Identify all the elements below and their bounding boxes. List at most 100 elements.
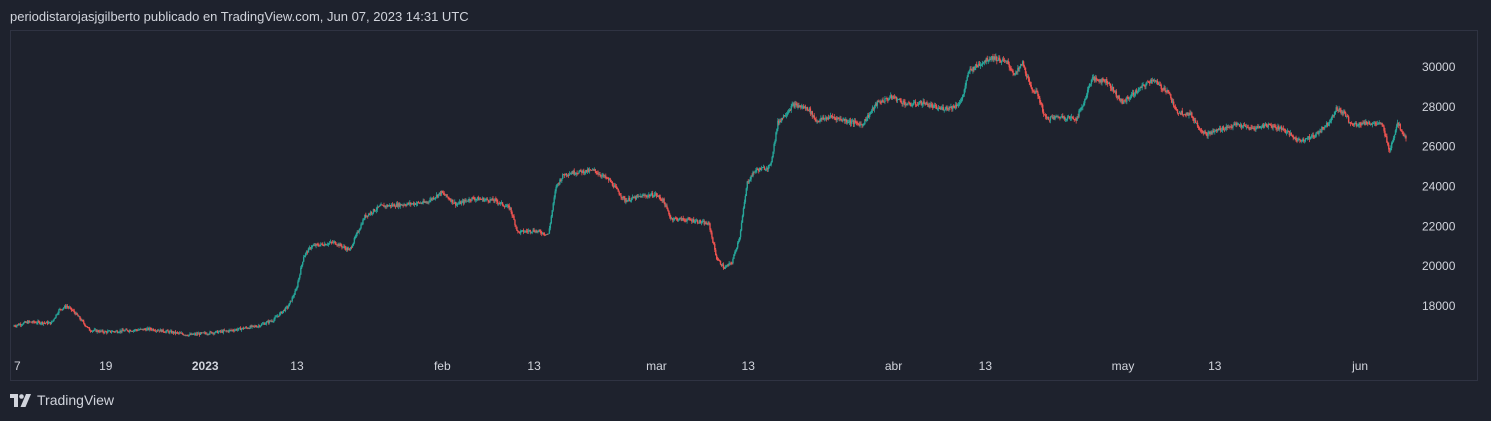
candle-body xyxy=(509,207,511,210)
candle-body xyxy=(667,208,669,211)
candle-body xyxy=(318,245,320,247)
candle-body xyxy=(739,230,742,238)
candle-body xyxy=(160,329,162,332)
candle-body xyxy=(767,165,770,170)
candle-body xyxy=(829,115,832,118)
candle-body xyxy=(1387,142,1389,145)
candle-body xyxy=(278,315,280,317)
candle-body xyxy=(627,200,629,202)
candle-body xyxy=(717,260,720,261)
candle-body xyxy=(312,245,314,247)
candle-body xyxy=(482,198,485,202)
candle-body xyxy=(25,321,28,323)
candle-body xyxy=(1132,92,1135,96)
candle-body xyxy=(600,175,602,177)
candle-body xyxy=(940,107,943,110)
candle-body xyxy=(1311,135,1314,137)
candle-body xyxy=(1366,121,1368,124)
candle-body xyxy=(89,330,92,332)
candle-body xyxy=(1037,92,1039,97)
candle-body xyxy=(1125,100,1127,102)
candle-body xyxy=(1194,120,1196,122)
candle-body xyxy=(238,327,241,329)
candle-body xyxy=(922,101,924,105)
candle-body xyxy=(748,181,750,183)
candle-body xyxy=(376,206,378,210)
candlestick-chart[interactable]: 18000 20000 22000 24000 26000 28000 30000 7 19 20… xyxy=(10,30,1478,381)
candle-body xyxy=(725,266,727,267)
candle-body xyxy=(337,243,339,246)
candle-body xyxy=(446,194,448,197)
candle-body xyxy=(1176,109,1179,114)
candle-body xyxy=(128,331,130,332)
candle-body xyxy=(647,195,649,197)
candle-body xyxy=(871,107,874,111)
candle-body xyxy=(775,132,777,142)
candle-body xyxy=(836,117,838,121)
candle-body xyxy=(1063,116,1065,119)
candle-body xyxy=(964,85,966,90)
candle-body xyxy=(1096,79,1098,81)
candle-body xyxy=(1272,125,1274,128)
candle-body xyxy=(497,201,499,204)
candle-body xyxy=(783,115,786,117)
candle-body xyxy=(507,205,509,207)
candle-body xyxy=(21,324,24,326)
candle-body xyxy=(750,175,752,180)
candle-body xyxy=(945,106,947,110)
candle-body xyxy=(233,330,235,332)
candle-body xyxy=(447,196,449,198)
candle-body xyxy=(535,230,537,233)
candle-body xyxy=(314,244,316,247)
candle-body xyxy=(641,195,643,198)
candle-body xyxy=(448,197,450,200)
candle-body xyxy=(1108,83,1111,84)
candle-body xyxy=(28,320,30,322)
candle-body xyxy=(24,321,27,323)
candle-body xyxy=(889,95,892,98)
candle-body xyxy=(1086,89,1089,95)
candle-body xyxy=(930,104,932,107)
candle-body xyxy=(345,247,347,250)
candle-body xyxy=(377,206,379,208)
candle-body xyxy=(91,330,94,332)
candle-body xyxy=(806,107,809,111)
candle-body xyxy=(161,329,163,332)
candle-body xyxy=(1034,92,1036,94)
candle-body xyxy=(1390,148,1392,151)
candle-body xyxy=(474,198,476,201)
candle-body xyxy=(383,205,385,208)
candle-body xyxy=(97,330,99,332)
candle-body xyxy=(199,332,202,335)
candle-body xyxy=(968,71,970,74)
candle-body xyxy=(192,333,194,335)
candle-body xyxy=(1339,108,1341,110)
candle-body xyxy=(720,264,723,267)
candle-body xyxy=(113,331,116,333)
candle-body xyxy=(1018,68,1020,69)
candle-body xyxy=(78,316,80,318)
candle-body xyxy=(1365,121,1367,125)
candle-body xyxy=(506,205,509,207)
candle-body xyxy=(1195,122,1198,124)
candle-body xyxy=(581,170,583,173)
candle-body xyxy=(628,197,631,202)
candle-body xyxy=(459,201,462,205)
candle-body xyxy=(302,257,305,262)
candle-body xyxy=(524,230,527,232)
time-axis-label: 7 xyxy=(14,359,21,373)
candle-body xyxy=(153,330,156,332)
candle-body xyxy=(16,325,18,327)
candle-body xyxy=(236,329,238,331)
candle-body xyxy=(851,120,854,122)
candle-body xyxy=(852,120,855,124)
candle-body xyxy=(1217,129,1220,131)
candle-body xyxy=(1118,95,1120,100)
candle-body xyxy=(510,207,512,213)
candle-body xyxy=(870,110,873,113)
candle-body xyxy=(26,321,29,324)
candle-body xyxy=(933,105,936,107)
candle-body xyxy=(208,333,210,335)
candle-body xyxy=(672,218,674,221)
candle-body xyxy=(1179,112,1182,114)
